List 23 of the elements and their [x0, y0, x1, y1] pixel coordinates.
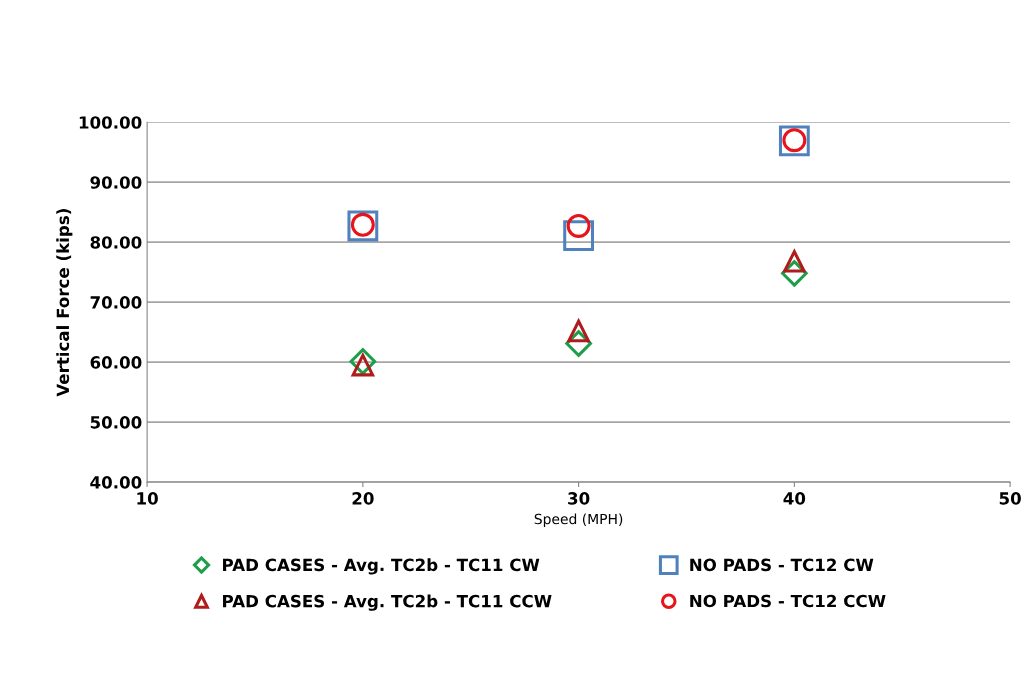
x-tick-label: 30: [568, 492, 590, 505]
y-tick-label: 90.00: [90, 176, 142, 189]
x-axis-title: Speed (MPH): [534, 513, 623, 527]
legend-label: PAD CASES - Avg. TC2b - TC11 CW: [223, 558, 540, 575]
legend-label: NO PADS - TC12 CW: [690, 558, 874, 572]
y-axis-title: Vertical Force (kips): [56, 209, 73, 397]
y-tick-label: 100.00: [79, 116, 142, 129]
y-tick-label: 80.00: [90, 236, 142, 249]
point: [351, 353, 375, 377]
x-tick-label: 20: [352, 492, 374, 505]
y-tick-label: 60.00: [90, 356, 142, 369]
point: [349, 348, 377, 375]
legend-label: PAD CASES - Avg. TC2b - TC11 CCW: [223, 594, 552, 611]
x-tick-label: 50: [999, 492, 1021, 505]
x-tick-label: 10: [137, 492, 158, 505]
x-tick-label: 40: [783, 492, 806, 505]
point: [566, 317, 591, 343]
legend-label: NO PADS - TC12 CCW: [690, 594, 886, 608]
y-tick-label: 50.00: [90, 416, 142, 429]
point: [783, 250, 806, 273]
y-tick-label: 70.00: [90, 296, 142, 309]
point: [563, 220, 595, 251]
y-tick-label: 40.00: [90, 476, 142, 489]
